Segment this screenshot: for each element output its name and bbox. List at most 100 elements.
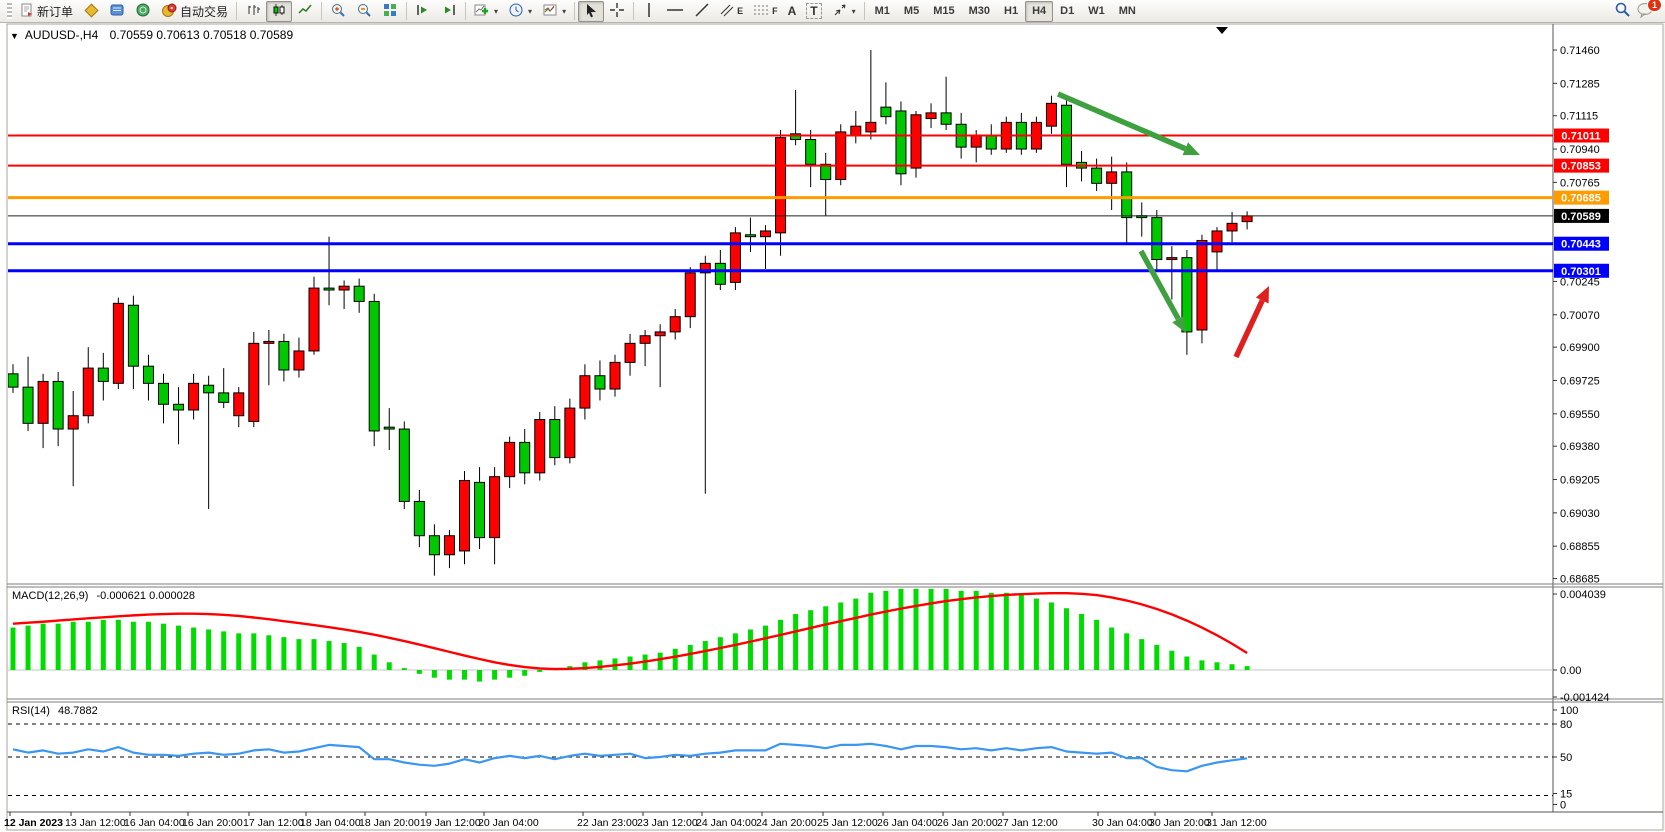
- candle-body: [1121, 171, 1133, 219]
- candle-body: [1196, 239, 1208, 331]
- macd-histogram-bar: [85, 621, 91, 670]
- price-badge-label: 0.70853: [1561, 161, 1601, 173]
- candle-body: [534, 419, 546, 474]
- candle-body: [383, 426, 395, 430]
- arrow-head: [1182, 142, 1200, 156]
- timeframe-button-H4[interactable]: H4: [1025, 0, 1054, 22]
- bar-chart-icon: [245, 2, 261, 21]
- timeframe-button-M15[interactable]: M15: [933, 4, 955, 17]
- green-down-arrow-1[interactable]: [1056, 91, 1200, 156]
- search-icon[interactable]: [1614, 1, 1631, 21]
- templates-button[interactable]: ▾: [537, 1, 571, 22]
- macd-histogram-bar: [251, 633, 257, 670]
- cursor-tool-button[interactable]: [578, 0, 605, 22]
- candle-body: [474, 481, 486, 539]
- label-tool-button[interactable]: T: [801, 1, 826, 22]
- macd-histogram-bar: [1094, 619, 1100, 670]
- price-axis-label: 0.68685: [1560, 574, 1600, 586]
- zoom-out-icon: [356, 2, 372, 21]
- price-axis-label: 0.69550: [1560, 409, 1600, 421]
- indicators-button[interactable]: ▾: [469, 1, 503, 22]
- candle-body: [203, 384, 215, 394]
- navigator-icon: [135, 2, 151, 21]
- crosshair-tool-button[interactable]: [604, 1, 630, 22]
- periods-button[interactable]: ▾: [503, 1, 537, 22]
- text-tool-button[interactable]: A: [783, 1, 802, 22]
- candle-body: [985, 135, 997, 150]
- macd-histogram-bar: [1169, 650, 1175, 670]
- macd-histogram-bar: [763, 625, 768, 670]
- macd-histogram-bar: [462, 670, 467, 680]
- timeframe-button-D1[interactable]: D1: [1060, 4, 1075, 17]
- red-up-arrow[interactable]: [1233, 286, 1269, 359]
- navigator-button[interactable]: [130, 1, 156, 22]
- arrows-tool-button[interactable]: ▾: [827, 1, 861, 22]
- chart-title[interactable]: ▼ AUDUSD-,H4 0.70559 0.70613 0.70518 0.70…: [10, 28, 293, 42]
- periods-clock-icon: [508, 2, 524, 21]
- timeframe-button-MN[interactable]: MN: [1118, 4, 1136, 17]
- candle-body: [428, 535, 440, 556]
- macd-histogram-bar: [898, 588, 904, 670]
- price-axis-label: 0.70765: [1560, 177, 1600, 189]
- chart-dropdown-icon[interactable]: ▼: [10, 31, 19, 41]
- toolbar-separator: [574, 2, 576, 20]
- macd-histogram-bar: [401, 668, 407, 670]
- timeframe-button-M30[interactable]: M30: [968, 4, 990, 17]
- new-order-button[interactable]: 新订单: [15, 1, 78, 22]
- chart-shift-button[interactable]: [436, 1, 462, 22]
- candle-body: [805, 139, 817, 165]
- fibonacci-tool-button[interactable]: F: [748, 1, 783, 22]
- candle-body: [790, 133, 802, 141]
- bar-chart-button[interactable]: [240, 1, 266, 22]
- toolbar-grip[interactable]: [7, 3, 12, 19]
- macd-axis-label: 0.004039: [1560, 589, 1606, 601]
- chart-shift-marker[interactable]: [1216, 27, 1228, 34]
- arrow-head: [1172, 315, 1186, 333]
- notifications-button[interactable]: 1: [1637, 0, 1662, 21]
- horizontal-line-tool-button[interactable]: [661, 1, 689, 22]
- auto-scroll-button[interactable]: [410, 1, 436, 22]
- channel-icon: [720, 3, 734, 20]
- notification-badge: 1: [1646, 0, 1662, 12]
- price-axis-label: 0.69900: [1560, 342, 1600, 354]
- macd-histogram-bar: [161, 623, 166, 670]
- time-axis-label: 17 Jan 12:00: [243, 817, 304, 829]
- macd-histogram-bar: [537, 670, 543, 672]
- zoom-out-button[interactable]: [351, 1, 377, 22]
- timeframe-button-M5[interactable]: M5: [903, 4, 920, 17]
- main-toolbar: 新订单 自动交易: [0, 0, 1665, 23]
- macd-histogram-bar: [55, 623, 61, 670]
- price-axis-label: 0.71285: [1560, 78, 1600, 90]
- vertical-line-tool-button[interactable]: [637, 1, 661, 22]
- chart-ohlc-values: 0.70559 0.70613 0.70518 0.70589: [109, 28, 294, 42]
- macd-histogram-bar: [883, 590, 889, 670]
- macd-histogram-bar: [266, 635, 272, 670]
- tile-windows-button[interactable]: [377, 1, 403, 22]
- candlestick-chart-button[interactable]: [266, 0, 293, 22]
- macd-histogram-bar: [973, 590, 979, 670]
- fibonacci-glyph: F: [772, 6, 778, 16]
- timeframe-button-W1[interactable]: W1: [1088, 4, 1105, 17]
- templates-icon: [542, 2, 558, 21]
- market-watch-button[interactable]: [78, 1, 104, 22]
- macd-axis-label: 0.00: [1560, 665, 1581, 677]
- trendline-tool-button[interactable]: [689, 1, 715, 22]
- macd-histogram-bar: [1018, 594, 1024, 670]
- zoom-in-button[interactable]: [325, 1, 351, 22]
- macd-histogram-bar: [522, 670, 528, 676]
- candle-body: [338, 285, 350, 291]
- timeframe-button-H1[interactable]: H1: [1004, 4, 1019, 17]
- time-axis-label: 19 Jan 12:00: [420, 817, 481, 829]
- time-axis-label: 16 Jan 04:00: [124, 817, 185, 829]
- timeframe-button-M1[interactable]: M1: [874, 4, 890, 17]
- green-down-arrow-2[interactable]: [1138, 249, 1186, 333]
- equidistant-channel-tool-button[interactable]: E: [715, 1, 748, 22]
- candle-body: [729, 232, 741, 283]
- dropdown-caret-icon: ▾: [562, 6, 567, 16]
- macd-histogram-bar: [778, 619, 784, 670]
- macd-histogram-bar: [582, 662, 588, 670]
- data-window-button[interactable]: [104, 1, 130, 22]
- line-chart-button[interactable]: [292, 1, 318, 22]
- auto-trading-button[interactable]: 自动交易: [156, 1, 233, 22]
